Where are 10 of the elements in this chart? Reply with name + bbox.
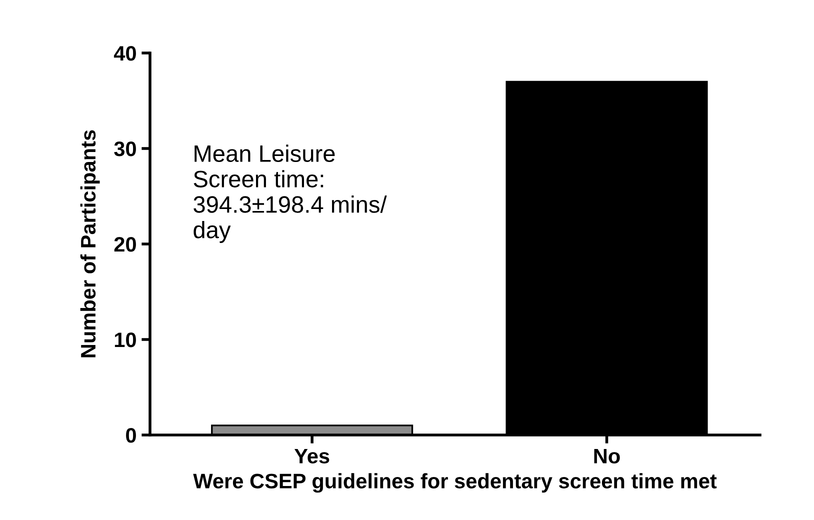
y-axis-title: Number of Participants — [80, 130, 100, 358]
y-tick-label: 0 — [126, 428, 136, 443]
y-tick-label: 20 — [114, 237, 136, 252]
x-tick-label: Yes — [294, 448, 330, 464]
x-axis-title: Were CSEP guidelines for sedentary screen time met — [193, 473, 717, 493]
y-tick-label: 30 — [114, 142, 136, 156]
x-tick-label: No — [594, 448, 620, 464]
y-tick-label: 40 — [114, 46, 136, 61]
annotation: Mean Leisure Screen time: 394.3±198.4 mins/ day — [194, 144, 387, 243]
y-tick-label: 10 — [114, 332, 136, 348]
